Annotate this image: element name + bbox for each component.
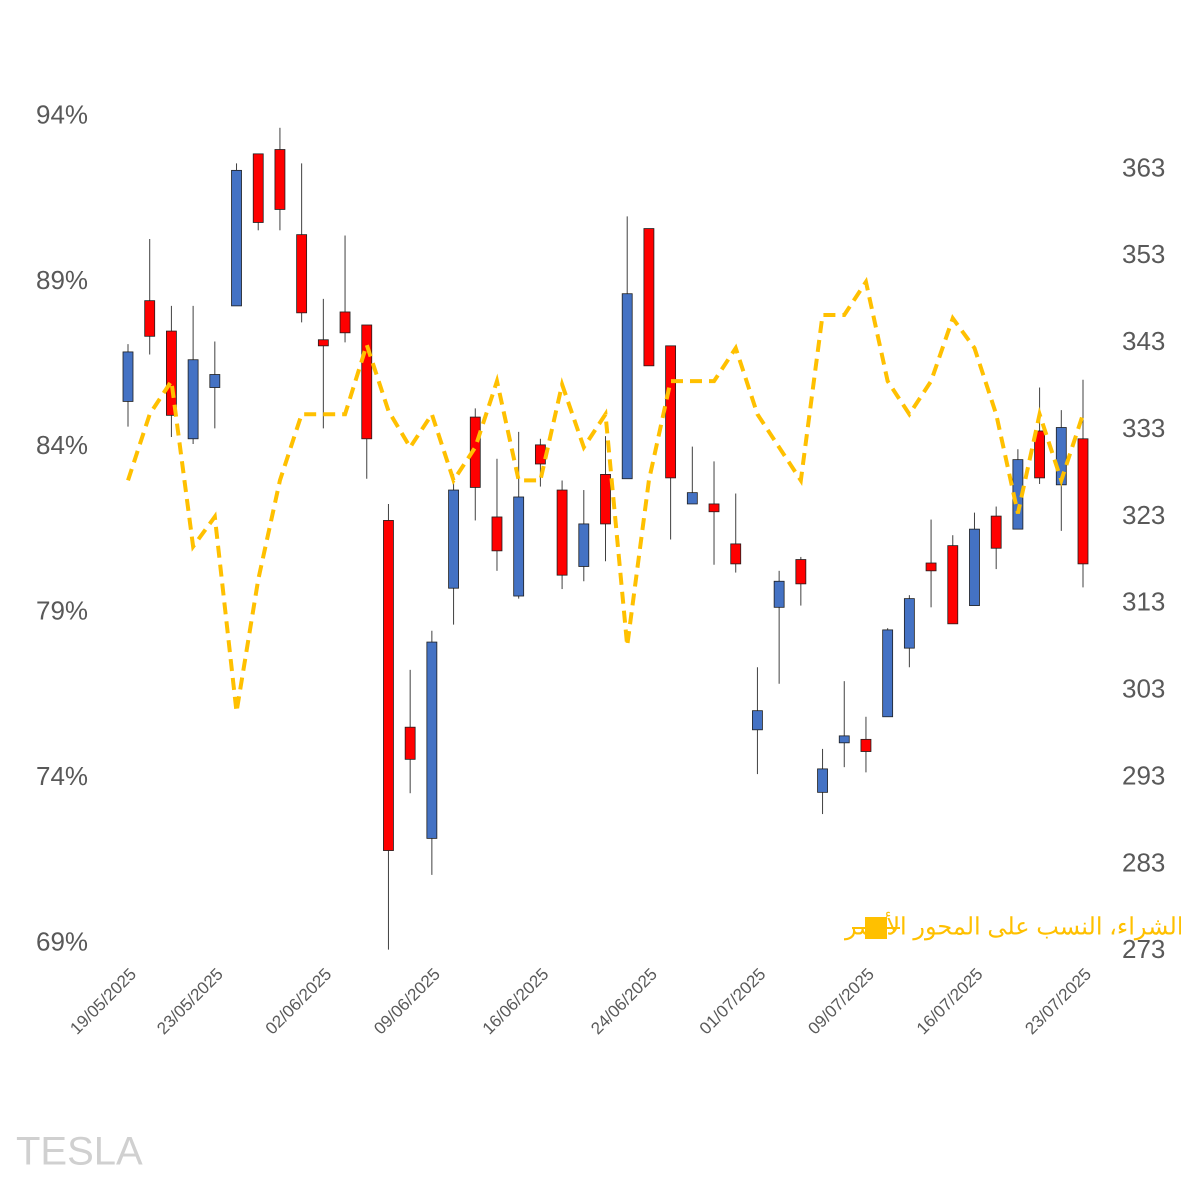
candle-body [903,598,915,649]
candle-body [643,228,655,367]
candle-body [252,153,264,223]
candle-body [925,562,937,572]
candle-body [817,768,828,793]
y-tick-label: 79% [36,596,88,626]
candle-body [708,503,720,513]
candle-body [274,149,286,210]
line-series [126,276,1085,713]
legend-label: توجه عملاء، نسبة الشراء، النسب على المحو… [844,910,1181,940]
candle-body [730,543,742,565]
x-tick-label: 23/07/2025 [1021,965,1095,1039]
candle-body [665,345,677,479]
candle-body [752,710,763,731]
candle-body [404,726,416,760]
y-tick-label: 69% [36,926,88,956]
candle-body [166,330,177,416]
y2-tick-label: 283 [1122,847,1165,877]
candle-body [860,738,872,752]
watermark: TESLA [16,1130,143,1174]
x-tick-label: 16/06/2025 [479,965,553,1039]
candle-body [122,351,134,402]
candle-body [296,234,308,314]
candle-body [361,324,373,440]
candle-body [882,629,894,718]
candle-body [686,492,698,505]
candle-body [187,359,199,440]
candle-body [795,559,807,585]
y2-tick-label: 353 [1122,239,1165,269]
y2-tick-label: 343 [1122,326,1165,356]
x-tick-label: 16/07/2025 [913,965,987,1039]
y-tick-label: 89% [36,265,88,295]
y2-tick-label: 363 [1122,152,1165,182]
y2-tick-label: 293 [1122,760,1165,790]
y2-tick-label: 273 [1122,934,1165,964]
x-tick-label: 09/07/2025 [804,965,878,1039]
y2-tick-label: 323 [1122,500,1165,530]
candle-body [578,523,590,567]
candle-body [231,169,242,307]
candle-body [947,545,959,625]
candle-body [600,474,611,525]
candle-body [838,735,850,744]
x-tick-label: 01/07/2025 [696,965,770,1039]
candle-body [773,580,785,608]
candle-body [491,516,503,552]
candle-body [383,520,394,851]
candle-body [1077,438,1089,565]
candle-body [969,528,980,606]
candle-body [556,489,568,576]
y-tick-label: 74% [36,761,88,791]
y-tick-label: 94% [36,99,88,129]
candle-body [1034,430,1045,479]
legend-marker [865,917,887,939]
x-tick-label: 24/06/2025 [587,965,661,1039]
y2-tick-label: 333 [1122,413,1165,443]
candle-body [448,489,459,589]
candle-body [513,496,525,597]
candle-body [534,444,546,465]
candle-body [144,300,156,337]
x-tick-label: 23/05/2025 [153,965,227,1039]
y-tick-label: 84% [36,430,88,460]
candle-body [317,339,329,347]
y2-tick-label: 313 [1122,587,1165,617]
candle-body [990,515,1002,549]
y2-tick-label: 303 [1122,674,1165,704]
candle-body [621,293,633,480]
candle-body [209,374,221,388]
x-tick-label: 09/06/2025 [370,965,444,1039]
candle-body [426,641,438,839]
x-tick-label: 02/06/2025 [262,965,336,1039]
x-tick-label: 19/05/2025 [66,965,140,1039]
candle-body [339,311,351,334]
